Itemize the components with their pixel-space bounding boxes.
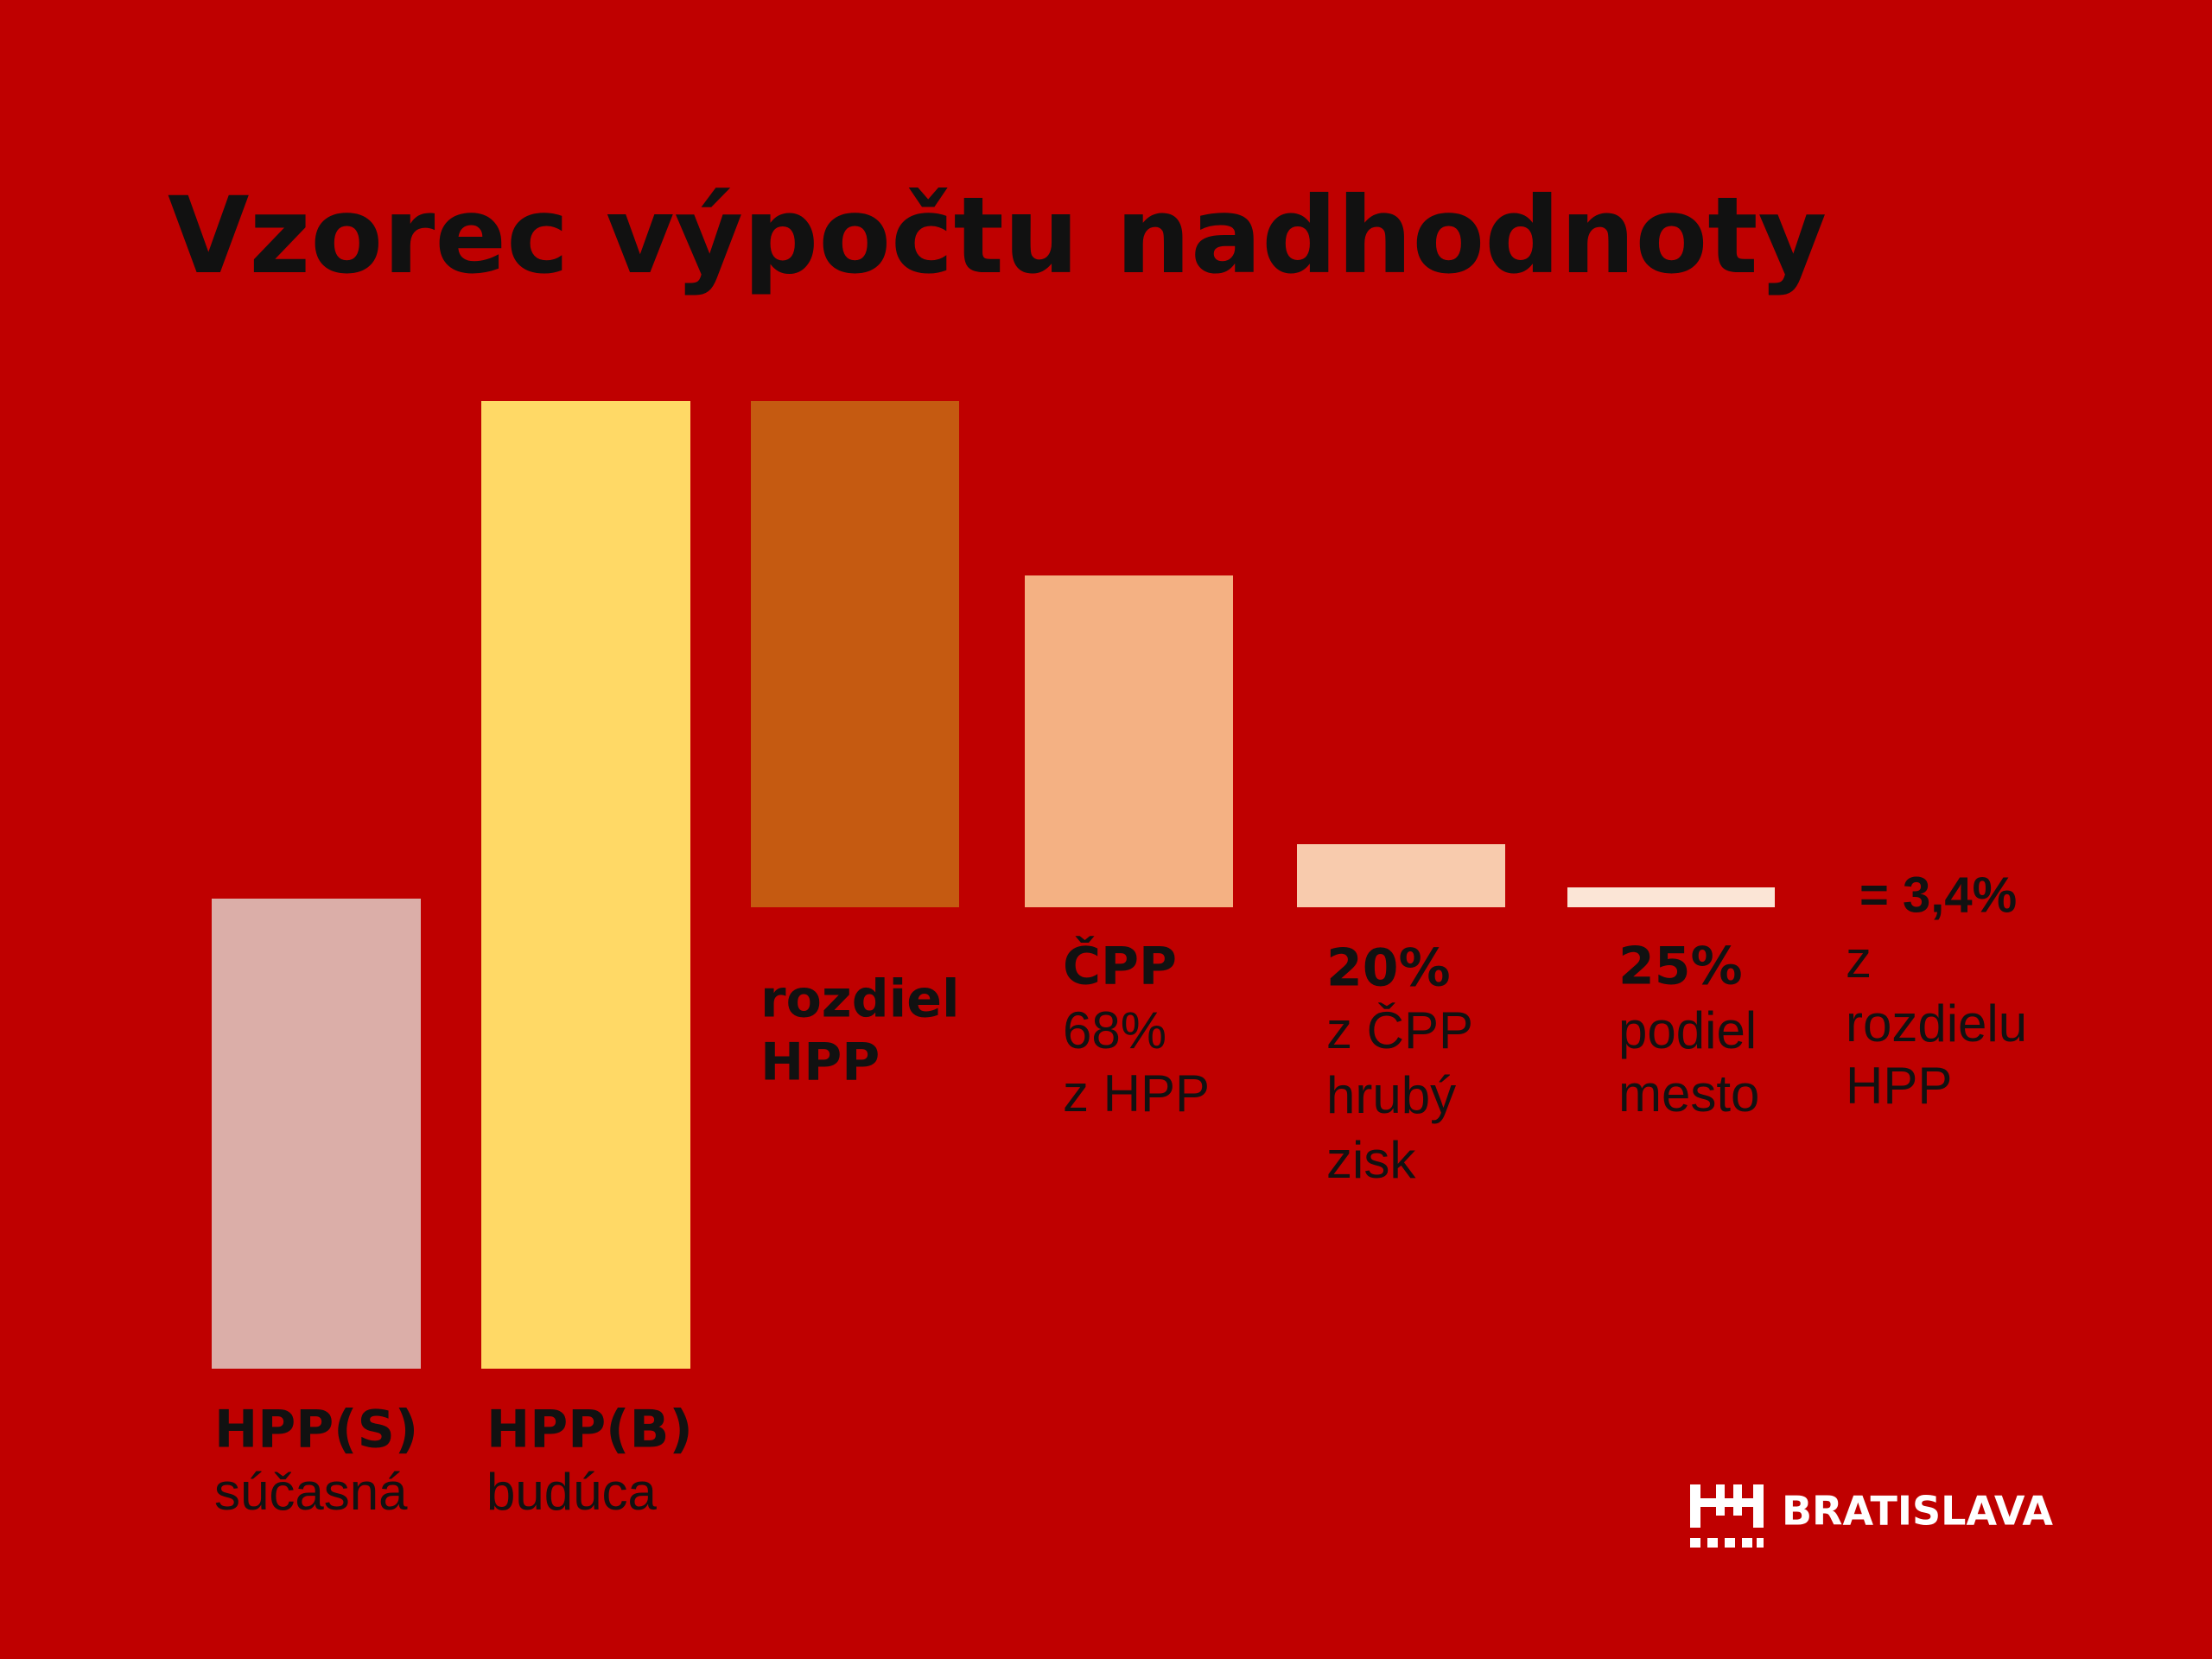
column-line: z HPP xyxy=(1063,1065,1210,1122)
result-line: z xyxy=(1846,931,1872,988)
column-line: súčasná xyxy=(214,1463,408,1521)
column-line: budúca xyxy=(486,1463,657,1521)
column-heading: ČPP xyxy=(1063,936,1177,997)
result-line: rozdielu xyxy=(1846,995,2027,1052)
column-line: podiel xyxy=(1618,1001,1757,1059)
bar xyxy=(212,899,421,1369)
column-heading: HPP(B) xyxy=(486,1400,693,1460)
column-heading: rozdiel xyxy=(760,969,960,1030)
column-heading: HPP(S) xyxy=(214,1400,418,1460)
bar xyxy=(1297,844,1505,907)
column-line: HPP xyxy=(760,1033,880,1093)
logo-text: BRATISLAVA xyxy=(1782,1488,2053,1535)
bar xyxy=(1025,575,1233,907)
column-line: zisk xyxy=(1326,1131,1416,1189)
bar xyxy=(751,401,959,907)
bar xyxy=(481,401,690,1369)
column-line: z ČPP xyxy=(1326,1001,1473,1059)
column-heading: 20% xyxy=(1326,938,1451,999)
column-line: mesto xyxy=(1618,1065,1759,1122)
result-heading: = 3,4% xyxy=(1859,867,2017,923)
title: Vzorec výpočtu nadhodnoty xyxy=(168,175,1827,297)
logo-icon xyxy=(1690,1484,1764,1548)
result-line: HPP xyxy=(1846,1057,1952,1115)
bar xyxy=(1567,887,1775,907)
column-line: hrubý xyxy=(1326,1066,1456,1124)
column-heading: 25% xyxy=(1618,937,1743,997)
column-line: 68% xyxy=(1063,1001,1166,1059)
